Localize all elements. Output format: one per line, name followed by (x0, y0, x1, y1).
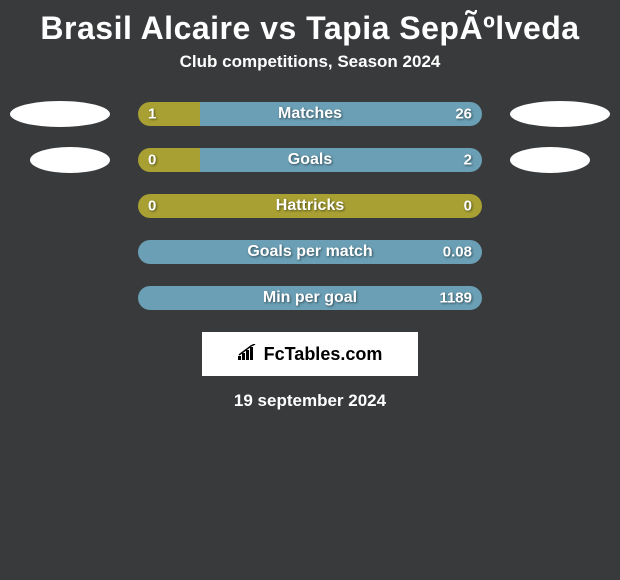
stat-label: Matches (278, 105, 342, 123)
stat-row: Goals 0 2 (0, 148, 620, 172)
stat-value-right: 1189 (439, 290, 472, 307)
subtitle: Club competitions, Season 2024 (0, 52, 620, 102)
stat-value-right: 2 (464, 152, 472, 169)
logo-box: FcTables.com (202, 332, 418, 376)
stat-value-right: 26 (455, 106, 472, 123)
stat-value-right: 0.08 (443, 244, 472, 261)
stat-row: Goals per match 0.08 (0, 240, 620, 264)
page-title: Brasil Alcaire vs Tapia SepÃºlveda (0, 0, 620, 52)
player-ellipse-left (30, 147, 110, 173)
player-ellipse-left (10, 101, 110, 127)
logo-text: FcTables.com (238, 344, 383, 365)
stat-row: Matches 1 26 (0, 102, 620, 126)
stat-bar: Matches 1 26 (138, 102, 482, 126)
date-text: 19 september 2024 (0, 391, 620, 411)
player-ellipse-right (510, 147, 590, 173)
stat-value-left: 0 (148, 198, 156, 215)
stat-bar: Goals 0 2 (138, 148, 482, 172)
stat-label: Hattricks (276, 197, 344, 215)
stat-bar: Min per goal 1189 (138, 286, 482, 310)
stat-label: Min per goal (263, 289, 357, 307)
stat-label: Goals (288, 151, 332, 169)
stat-label: Goals per match (247, 243, 372, 261)
logo-label: FcTables.com (264, 344, 383, 365)
stat-bar: Goals per match 0.08 (138, 240, 482, 264)
chart-icon (238, 344, 258, 365)
comparison-widget: Brasil Alcaire vs Tapia SepÃºlveda Club … (0, 0, 620, 411)
stats-area: Matches 1 26 Goals 0 2 Hattricks 0 0 Goals per ma… (0, 102, 620, 310)
player-ellipse-right (510, 101, 610, 127)
stat-value-left: 1 (148, 106, 156, 123)
stat-row: Min per goal 1189 (0, 286, 620, 310)
stat-row: Hattricks 0 0 (0, 194, 620, 218)
stat-bar: Hattricks 0 0 (138, 194, 482, 218)
stat-value-left: 0 (148, 152, 156, 169)
stat-value-right: 0 (464, 198, 472, 215)
